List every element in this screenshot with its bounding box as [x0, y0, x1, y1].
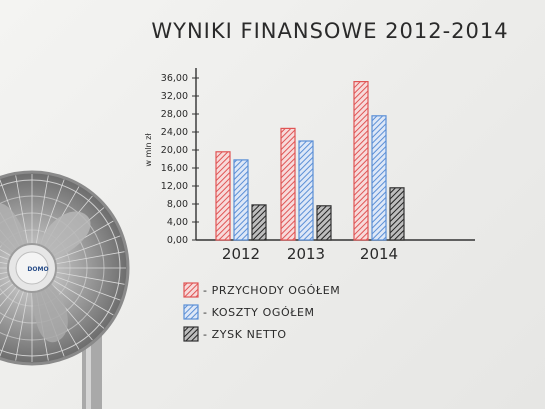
chart-title: WYNIKI FINANSOWE 2012-2014	[151, 19, 508, 43]
y-tick-label: 24,00	[161, 127, 188, 138]
legend-swatch	[183, 304, 199, 320]
y-tick-label: 36,00	[161, 73, 188, 84]
bar-2012-1	[233, 159, 249, 241]
x-tick-label: 2014	[360, 245, 398, 263]
y-tick-label: 8,00	[167, 199, 188, 210]
x-ticks: 2012 2013 2014	[222, 245, 398, 263]
x-tick-label: 2013	[287, 245, 325, 263]
x-tick-label: 2012	[222, 245, 260, 263]
y-tick-label: 4,00	[167, 217, 188, 228]
legend: - PRZYCHODY OGÓŁEM - KOSZTY OGÓŁEM - ZYSK …	[183, 282, 340, 342]
legend-label: - ZYSK NETTO	[203, 328, 287, 341]
fan-brand-logo: DOMO	[27, 266, 48, 273]
y-tick-label: 16,00	[161, 163, 188, 174]
y-ticks: 0,00 4,00 8,00 12,00 16,00 20,00 24,00 28,00 32,…	[161, 73, 199, 246]
legend-swatch	[183, 282, 199, 298]
legend-label: - PRZYCHODY OGÓŁEM	[203, 284, 340, 297]
bar-2012-2	[251, 204, 267, 241]
y-tick-label: 12,00	[161, 181, 188, 192]
bar-2013-0	[280, 127, 296, 241]
y-axis-label: w mln zł	[144, 133, 153, 167]
y-tick-label: 32,00	[161, 91, 188, 102]
bar-2013-2	[316, 205, 332, 241]
bars	[215, 80, 405, 241]
y-tick-label: 28,00	[161, 109, 188, 120]
legend-label: - KOSZTY OGÓŁEM	[203, 306, 315, 319]
bar-2014-1	[371, 115, 387, 241]
bar-2014-0	[353, 80, 369, 241]
bar-2013-1	[298, 140, 314, 241]
desk-fan: DOMO	[0, 170, 130, 409]
legend-swatch	[183, 326, 199, 342]
y-tick-label: 0,00	[167, 235, 188, 246]
y-tick-label: 20,00	[161, 145, 188, 156]
bar-2014-2	[389, 187, 405, 241]
bar-2012-0	[215, 151, 231, 241]
